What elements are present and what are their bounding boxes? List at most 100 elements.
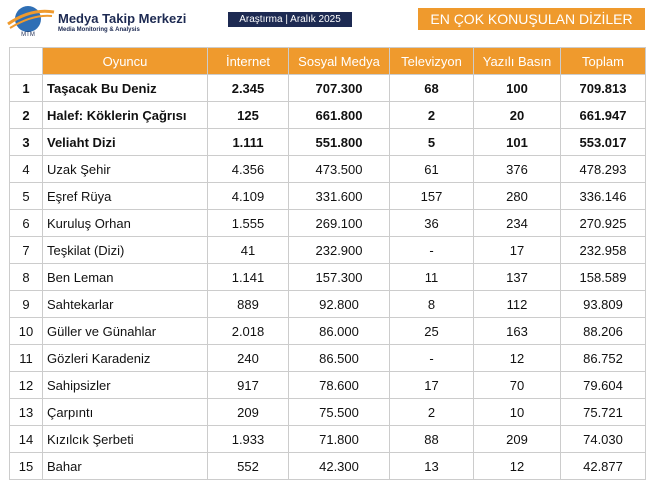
table-cell: 331.600 — [288, 182, 390, 210]
table-row: 1 Taşacak Bu Deniz 2.345 707.300 68 100 709.81… — [9, 74, 646, 102]
rank-cell: 15 — [9, 452, 43, 480]
column-header: Sosyal Medya — [288, 47, 390, 75]
table-row: 15 Bahar 552 42.300 13 12 42.877 — [9, 452, 646, 480]
rank-cell: 14 — [9, 425, 43, 453]
table-cell: Uzak Şehir — [42, 155, 208, 183]
table-cell: Kızılcık Şerbeti — [42, 425, 208, 453]
table-cell: 234 — [473, 209, 561, 237]
table-cell: Veliaht Dizi — [42, 128, 208, 156]
table-cell: 17 — [389, 371, 474, 399]
table-cell: 17 — [473, 236, 561, 264]
table-cell: 8 — [389, 290, 474, 318]
table-cell: 12 — [473, 452, 561, 480]
column-header: Televizyon — [389, 47, 474, 75]
rank-cell: 11 — [9, 344, 43, 372]
table-row: 5 Eşref Rüya 4.109 331.600 157 280 336.146 — [9, 182, 646, 210]
table-cell: 473.500 — [288, 155, 390, 183]
table-cell: 280 — [473, 182, 561, 210]
table-row: 13 Çarpıntı 209 75.500 2 10 75.721 — [9, 398, 646, 426]
table-cell: 2 — [389, 398, 474, 426]
table-row: 3 Veliaht Dizi 1.111 551.800 5 101 553.017 — [9, 128, 646, 156]
table-cell: 240 — [207, 344, 289, 372]
rank-cell: 7 — [9, 236, 43, 264]
table-cell: Güller ve Günahlar — [42, 317, 208, 345]
table-cell: 13 — [389, 452, 474, 480]
rank-cell: 4 — [9, 155, 43, 183]
table-cell: 336.146 — [560, 182, 646, 210]
table-cell: Eşref Rüya — [42, 182, 208, 210]
table-cell: 92.800 — [288, 290, 390, 318]
table-row: 14 Kızılcık Şerbeti 1.933 71.800 88 209 74.030 — [9, 425, 646, 453]
rank-cell: 5 — [9, 182, 43, 210]
table-cell: 2 — [389, 101, 474, 129]
column-header: Toplam — [560, 47, 646, 75]
table-cell: 93.809 — [560, 290, 646, 318]
rank-cell: 1 — [9, 74, 43, 102]
table-cell: 376 — [473, 155, 561, 183]
rank-cell: 3 — [9, 128, 43, 156]
logo: MTM — [7, 6, 55, 38]
table-cell: Sahipsizler — [42, 371, 208, 399]
table-cell: 61 — [389, 155, 474, 183]
table-cell: Bahar — [42, 452, 208, 480]
table-cell: - — [389, 344, 474, 372]
table-cell: 10 — [473, 398, 561, 426]
table-cell: 125 — [207, 101, 289, 129]
column-header: İnternet — [207, 47, 289, 75]
table-cell: 661.800 — [288, 101, 390, 129]
table-cell: 553.017 — [560, 128, 646, 156]
table-cell: 270.925 — [560, 209, 646, 237]
table-cell: 86.000 — [288, 317, 390, 345]
table-cell: 71.800 — [288, 425, 390, 453]
table-cell: 4.109 — [207, 182, 289, 210]
table-cell: 11 — [389, 263, 474, 291]
table-cell: 661.947 — [560, 101, 646, 129]
table-cell: 75.500 — [288, 398, 390, 426]
table-cell: Gözleri Karadeniz — [42, 344, 208, 372]
table-cell: 552 — [207, 452, 289, 480]
table-cell: 70 — [473, 371, 561, 399]
rank-cell: 2 — [9, 101, 43, 129]
table-cell: 20 — [473, 101, 561, 129]
rank-cell: 10 — [9, 317, 43, 345]
table-cell: 4.356 — [207, 155, 289, 183]
table-row: 9 Sahtekarlar 889 92.800 8 112 93.809 — [9, 290, 646, 318]
table-cell: 707.300 — [288, 74, 390, 102]
table-cell: 12 — [473, 344, 561, 372]
table-row: 11 Gözleri Karadeniz 240 86.500-12 86.752 — [9, 344, 646, 372]
table-cell: 1.111 — [207, 128, 289, 156]
table-cell: 269.100 — [288, 209, 390, 237]
table-cell: 36 — [389, 209, 474, 237]
table-cell: 232.900 — [288, 236, 390, 264]
tagline: Media Monitoring & Analysis — [58, 27, 140, 33]
table-row: 4 Uzak Şehir 4.356 473.500 61 376 478.293 — [9, 155, 646, 183]
table-row: 7 Teşkilat (Dizi) 41 232.900-17 232.958 — [9, 236, 646, 264]
table-cell: 5 — [389, 128, 474, 156]
table-cell: 86.500 — [288, 344, 390, 372]
table-cell: Taşacak Bu Deniz — [42, 74, 208, 102]
table-cell: 86.752 — [560, 344, 646, 372]
table-cell: 79.604 — [560, 371, 646, 399]
table-cell: - — [389, 236, 474, 264]
table-row: 8 Ben Leman 1.141 157.300 11 137 158.589 — [9, 263, 646, 291]
rank-cell: 6 — [9, 209, 43, 237]
table-cell: 1.141 — [207, 263, 289, 291]
table-cell: 25 — [389, 317, 474, 345]
header-row: Oyuncu İnternet Sosyal Medya Televizyon Yazı… — [9, 47, 646, 75]
table-cell: 68 — [389, 74, 474, 102]
table-cell: 74.030 — [560, 425, 646, 453]
table-cell: 112 — [473, 290, 561, 318]
table-cell: 709.813 — [560, 74, 646, 102]
table-cell: Sahtekarlar — [42, 290, 208, 318]
table-row: 2 Halef: Köklerin Çağrısı 125 661.800 2 20 661… — [9, 101, 646, 129]
table-cell: 478.293 — [560, 155, 646, 183]
rank-cell: 9 — [9, 290, 43, 318]
rank-cell: 12 — [9, 371, 43, 399]
table-cell: 209 — [473, 425, 561, 453]
table-cell: 2.018 — [207, 317, 289, 345]
table-cell: 889 — [207, 290, 289, 318]
table-cell: 2.345 — [207, 74, 289, 102]
table-cell: 232.958 — [560, 236, 646, 264]
table-cell: 137 — [473, 263, 561, 291]
table-cell: 163 — [473, 317, 561, 345]
